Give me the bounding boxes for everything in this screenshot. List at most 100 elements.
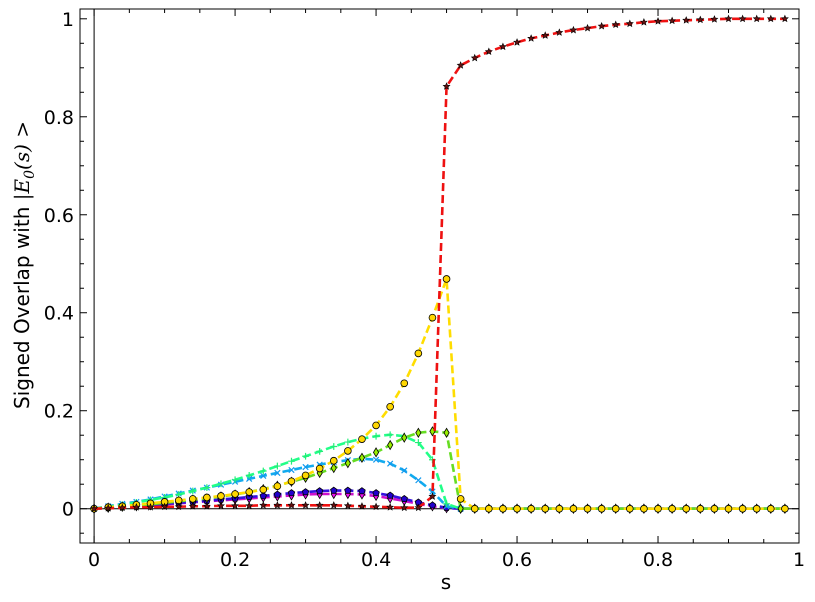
series-5-point: [415, 477, 422, 484]
series-2-point: [301, 471, 310, 480]
series-5-point: [429, 488, 436, 495]
y-axis-title-prefix: Signed Overlap with: [10, 200, 34, 409]
series-4-point: [414, 439, 422, 446]
series-4-point: [231, 476, 239, 484]
series-2-point: [485, 504, 493, 513]
series-4-point: [273, 462, 281, 470]
series-2-point: [668, 504, 676, 513]
series-5-point: [372, 456, 380, 463]
series-4-point: [302, 452, 309, 460]
series-6-point: [273, 490, 282, 498]
series-1-point: [597, 21, 606, 30]
series-2-point: [611, 504, 620, 513]
series-1-point: [400, 503, 409, 512]
series-2-point: [597, 504, 606, 513]
series-1-point: [766, 14, 775, 23]
series-2-point: [442, 275, 451, 283]
series-6-point: [344, 486, 352, 494]
series-2-point: [315, 464, 324, 473]
tick-labels-layer: 0 0.2 0.4 0.6 0.8 1 0 0.2 0.4 0.6 0.8 1: [44, 9, 805, 571]
series-1-point: [343, 501, 352, 510]
series-1-point: [696, 15, 705, 24]
series-1-point: [329, 501, 338, 509]
series-1-point: [611, 20, 620, 29]
x-tick-label: 0.8: [643, 549, 673, 571]
series-6-point: [315, 487, 324, 495]
series-2-point: [626, 504, 634, 513]
series-3-point: [330, 462, 337, 474]
series-1-point: [372, 502, 381, 511]
series-1-point: [484, 47, 493, 56]
series-2-point: [203, 493, 211, 502]
series-1-point: [682, 16, 691, 24]
series-2-point: [329, 456, 338, 465]
series-2-point: [541, 504, 550, 513]
series-1-point: [710, 15, 719, 23]
series-1-point: [527, 34, 536, 42]
series-1-point: [357, 502, 366, 510]
series-5-line: [93, 457, 785, 511]
series-1-point: [287, 501, 296, 509]
series-1-point: [301, 501, 310, 509]
series-1-point: [174, 502, 183, 511]
series-1-point: [541, 31, 550, 39]
series-2-point: [569, 504, 578, 513]
series-1-point: [414, 503, 423, 512]
series-2-point: [456, 495, 465, 503]
x-tick-label: 0: [88, 549, 100, 571]
series-1-point: [654, 17, 662, 25]
series-1-point: [188, 502, 197, 510]
plot-frame: [79, 8, 800, 544]
series-4-point: [189, 487, 197, 495]
series-1-point: [639, 18, 648, 26]
series-5-point: [387, 460, 394, 467]
series-2-point: [640, 504, 648, 513]
ticks-layer: [80, 9, 800, 543]
series-4-point: [386, 431, 394, 439]
series-2-point: [710, 504, 719, 513]
series-5-point: [302, 463, 309, 471]
y-axis-title-suffix: (s) >: [10, 121, 34, 170]
y-tick-label: 0.2: [44, 401, 74, 423]
series-4-point: [203, 484, 211, 492]
series-5-point: [260, 472, 267, 480]
y-tick-label: 0.6: [44, 205, 74, 227]
y-axis-title-math: |E: [10, 179, 35, 201]
series-1-point: [146, 503, 155, 511]
series-2-point: [583, 504, 592, 513]
x-tick-label: 0.4: [361, 549, 391, 571]
series-5-point: [288, 466, 295, 474]
series-2-point: [654, 504, 662, 513]
series-1-point: [780, 14, 789, 23]
series-3-point: [372, 447, 380, 458]
y-tick-label: 0.4: [44, 303, 74, 325]
series-2-point: [499, 504, 507, 513]
series-2-point: [273, 482, 282, 490]
series-6-point: [330, 486, 338, 494]
series-2-point: [752, 504, 761, 513]
series-3-point: [358, 452, 366, 463]
series-2-point: [696, 504, 705, 513]
series-1-point: [245, 501, 254, 510]
series-1-point: [442, 82, 451, 90]
series-1-point: [118, 503, 127, 512]
series-2-point: [555, 504, 564, 513]
series-4-point: [443, 500, 450, 508]
series-2-point: [231, 490, 239, 498]
y-tick-label: 1: [62, 9, 74, 31]
series-1-point: [668, 16, 677, 25]
series-3-point: [443, 427, 450, 438]
series-6-point: [372, 489, 380, 497]
series-6-point: [386, 491, 394, 499]
series-1-point: [583, 23, 592, 32]
series-6-point: [287, 489, 296, 497]
series-4-point: [372, 432, 380, 440]
series-1-point: [386, 503, 395, 511]
series-4-point: [217, 480, 225, 488]
series-4-point: [288, 457, 295, 465]
series-3-point: [457, 503, 464, 514]
series-6-point: [301, 488, 310, 496]
series-4-point: [316, 447, 324, 455]
series-2-point: [414, 349, 423, 358]
series-2-point: [767, 504, 775, 513]
